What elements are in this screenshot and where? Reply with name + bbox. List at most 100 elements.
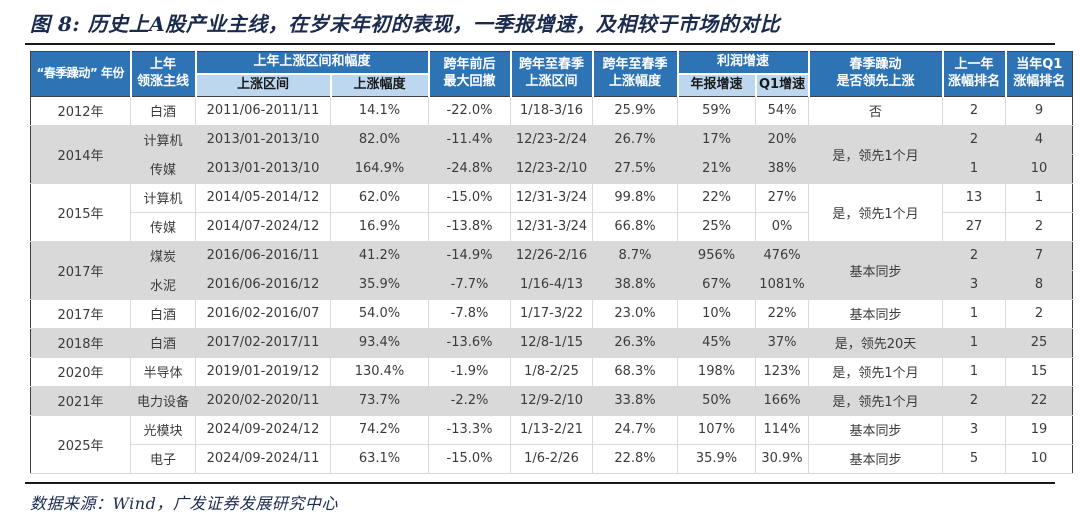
table-row: 2014年 计算机 2013/01-2013/10 82.0% -11.4% 12/23-… <box>30 125 1073 184</box>
rise-pct-cell: 93.4% <box>330 328 430 358</box>
spring-pct-cell: 38.8% <box>592 270 679 300</box>
year-cell: 2017年 <box>30 299 131 329</box>
rise-range-cell: 2016/06-2016/12 <box>195 270 331 300</box>
prev-rank-cell: 13 <box>942 183 1007 213</box>
header-spring-pct: 跨年至春季 上涨幅度 <box>592 51 679 97</box>
rise-range-cell: 2014/05-2014/12 <box>195 183 331 213</box>
prev-rank-cell: 5 <box>942 444 1007 474</box>
annual-growth-cell: 35.9% <box>677 444 757 474</box>
spring-range-cell: 1/13-2/21 <box>510 415 594 445</box>
prev-rank-cell: 3 <box>942 270 1007 300</box>
main-line-cell: 半导体 <box>130 357 196 387</box>
annual-growth-cell: 956% <box>677 241 757 271</box>
table-body: 2012年 白酒 2011/06-2011/11 14.1% -22.0% 1/18-3/… <box>30 96 1073 474</box>
spring-pct-cell: 26.7% <box>592 125 679 155</box>
spring-range-cell: 12/9-2/10 <box>510 386 594 416</box>
main-line-cell: 计算机 <box>130 125 196 155</box>
prev-rank-cell: 27 <box>942 212 1007 242</box>
q1-growth-cell: 476% <box>755 241 810 271</box>
prev-rank-cell: 2 <box>942 386 1007 416</box>
rise-pct-cell: 35.9% <box>330 270 430 300</box>
title-divider <box>25 43 1055 45</box>
spring-rally-table: “春季躁动” 年份 上年 领涨主线 上年上涨区间和幅度 跨年前后 最大回撤 跨年… <box>30 51 1074 474</box>
q1-rank-cell: 4 <box>1005 125 1073 155</box>
annual-growth-cell: 50% <box>677 386 757 416</box>
rise-pct-cell: 82.0% <box>330 125 430 155</box>
annual-growth-cell: 67% <box>677 270 757 300</box>
year-cell: 2020年 <box>30 357 131 387</box>
spring-pct-cell: 25.9% <box>592 96 679 126</box>
main-line-cell: 白酒 <box>130 328 196 358</box>
header-rise-range: 上涨区间 <box>195 73 332 97</box>
spring-range-cell: 12/23-2/10 <box>510 154 594 184</box>
annual-growth-cell: 21% <box>677 154 757 184</box>
q1-rank-cell: 10 <box>1005 444 1073 474</box>
table-row: 2017年 煤炭 2016/06-2016/11 41.2% -14.9% 12/26-2… <box>30 241 1073 300</box>
rise-range-cell: 2024/09-2024/12 <box>195 415 331 445</box>
year-cell: 2012年 <box>30 96 131 126</box>
lead-cell: 基本同步 <box>808 299 944 329</box>
year-cell: 2015年 <box>30 183 131 242</box>
q1-rank-cell: 25 <box>1005 328 1073 358</box>
table-row: 传媒 2013/01-2013/10 164.9% -24.8% 12/23-2/10 2… <box>31 154 1073 184</box>
annual-growth-cell: 45% <box>677 328 757 358</box>
header-line: 涨幅排名 <box>1013 73 1066 89</box>
year-cell: 2025年 <box>30 415 131 474</box>
main-line-cell: 传媒 <box>130 154 196 184</box>
q1-growth-cell: 1081% <box>755 270 810 300</box>
data-source-note: 数据来源：Wind，广发证券发展研究中心 <box>30 493 338 513</box>
spring-range-cell: 12/23-2/24 <box>510 125 594 155</box>
header-line: 上年 <box>149 57 176 72</box>
header-line: 跨年至春季 <box>519 57 585 72</box>
rise-pct-cell: 63.1% <box>330 444 430 474</box>
q1-rank-cell: 19 <box>1005 415 1073 445</box>
rise-range-cell: 2013/01-2013/10 <box>195 125 331 155</box>
prev-rank-cell: 2 <box>942 96 1007 126</box>
spring-pct-cell: 99.8% <box>592 183 679 213</box>
rise-pct-cell: 16.9% <box>330 212 430 242</box>
table-row: 2018年 白酒 2017/02-2017/11 93.4% -13.6% 12/8-1/… <box>30 328 1073 358</box>
annual-growth-cell: 10% <box>677 299 757 329</box>
drawdown-cell: -1.9% <box>428 357 512 387</box>
header-rise-pct: 上涨幅度 <box>330 73 430 97</box>
prev-rank-cell: 3 <box>942 415 1007 445</box>
rise-pct-cell: 73.7% <box>330 386 430 416</box>
rise-range-cell: 2011/06-2011/11 <box>195 96 331 126</box>
drawdown-cell: -7.8% <box>428 299 512 329</box>
header-prev-rank: 上一年 涨幅排名 <box>942 51 1007 97</box>
spring-range-cell: 1/8-2/25 <box>510 357 594 387</box>
drawdown-cell: -13.6% <box>428 328 512 358</box>
rise-pct-cell: 130.4% <box>330 357 430 387</box>
header-row-1: “春季躁动” 年份 上年 领涨主线 上年上涨区间和幅度 跨年前后 最大回撤 跨年… <box>30 51 1073 97</box>
rise-pct-cell: 74.2% <box>330 415 430 445</box>
year-cell: 2018年 <box>30 328 131 358</box>
q1-growth-cell: 37% <box>755 328 810 358</box>
footer-divider <box>25 481 1055 484</box>
header-annual-growth: 年报增速 <box>677 73 757 97</box>
header-q1-rank: 当年Q1 涨幅排名 <box>1005 51 1073 97</box>
header-prev-range-group: 上年上涨区间和幅度 <box>195 51 430 75</box>
prev-rank-cell: 1 <box>942 154 1007 184</box>
annual-growth-cell: 198% <box>677 357 757 387</box>
q1-rank-cell: 2 <box>1005 299 1073 329</box>
annual-growth-cell: 22% <box>677 183 757 213</box>
drawdown-cell: -7.7% <box>428 270 512 300</box>
main-line-cell: 计算机 <box>130 183 196 213</box>
lead-cell: 是，领先1个月 <box>808 125 944 184</box>
drawdown-cell: -15.0% <box>428 183 512 213</box>
table-row: 2012年 白酒 2011/06-2011/11 14.1% -22.0% 1/18-3/… <box>30 96 1073 126</box>
q1-growth-cell: 27% <box>755 183 810 213</box>
lead-cell: 是，领先1个月 <box>808 357 944 387</box>
header-drawdown: 跨年前后 最大回撤 <box>428 51 512 97</box>
main-line-cell: 光模块 <box>130 415 196 445</box>
main-line-cell: 电子 <box>130 444 196 474</box>
header-spring-range: 跨年至春季 上涨区间 <box>510 51 594 97</box>
q1-growth-cell: 38% <box>755 154 810 184</box>
header-line: 最大回撤 <box>443 73 496 89</box>
header-year: “春季躁动” 年份 <box>30 51 132 97</box>
q1-growth-cell: 30.9% <box>755 444 810 474</box>
q1-growth-cell: 0% <box>755 212 810 242</box>
year-cell: 2017年 <box>30 241 131 300</box>
year-cell: 2021年 <box>30 386 131 416</box>
rise-range-cell: 2019/01-2019/12 <box>195 357 331 387</box>
